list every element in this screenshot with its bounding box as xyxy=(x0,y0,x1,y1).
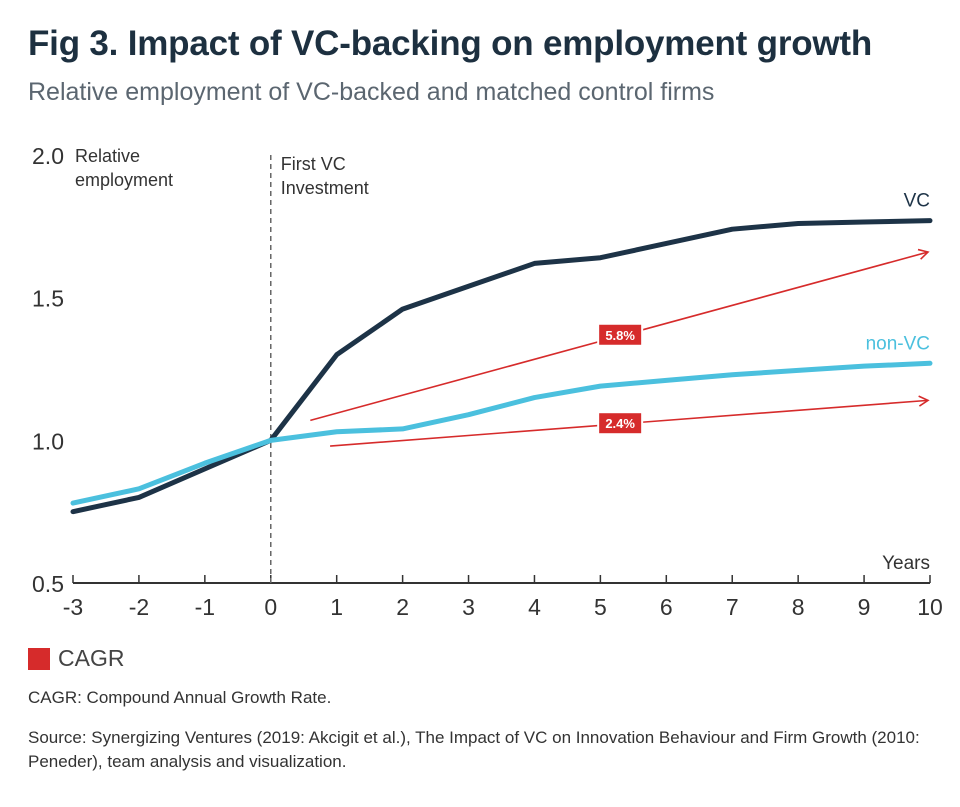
cagr-legend-label: CAGR xyxy=(58,645,125,671)
cagr-badge xyxy=(597,411,644,436)
x-tick-label: 10 xyxy=(917,594,943,620)
legend: CAGR xyxy=(28,645,124,672)
series-label-non-vc: non-VC xyxy=(866,333,930,354)
y-tick-label: 1.5 xyxy=(32,286,64,312)
y-axis-title: Relative employment xyxy=(75,146,173,190)
cagr-badge xyxy=(597,322,644,347)
x-tick-label: 8 xyxy=(792,594,805,620)
footnote: CAGR: Compound Annual Growth Rate. xyxy=(28,688,332,707)
x-tick-label: 1 xyxy=(330,594,343,620)
x-axis-title: Years xyxy=(882,553,930,574)
event-label-line1: First VC xyxy=(281,154,346,174)
cagr-legend-swatch xyxy=(28,647,50,670)
x-tick-label: 4 xyxy=(528,594,541,620)
x-tick-label: 7 xyxy=(726,594,739,620)
series-line-vc xyxy=(70,218,933,515)
x-tick-label: 0 xyxy=(264,594,277,620)
x-tick-label: 3 xyxy=(462,594,475,620)
y-tick-label: 0.5 xyxy=(32,571,64,597)
series-label-vc: VC xyxy=(904,191,930,212)
y-tick-label: 2.0 xyxy=(32,143,64,169)
x-tick-label: 5 xyxy=(594,594,607,620)
source-note: Source: Synergizing Ventures (2019: Akci… xyxy=(28,728,920,771)
cagr-badge-label: 2.4% xyxy=(605,416,635,431)
y-tick-label: 1.0 xyxy=(32,428,64,454)
x-tick-label: 9 xyxy=(858,594,871,620)
x-tick-label: -2 xyxy=(129,594,149,620)
x-tick-label: 6 xyxy=(660,594,673,620)
chart-title: Fig 3. Impact of VC-backing on employmen… xyxy=(28,24,873,63)
x-tick-label: -3 xyxy=(63,594,83,620)
x-tick-label: -1 xyxy=(195,594,215,620)
x-tick-label: 2 xyxy=(396,594,409,620)
cagr-badge-label: 5.8% xyxy=(605,328,635,343)
chart-subtitle: Relative employment of VC-backed and mat… xyxy=(28,78,715,106)
series-line-non-vc xyxy=(70,360,933,506)
event-label-line2: Investment xyxy=(281,178,369,198)
